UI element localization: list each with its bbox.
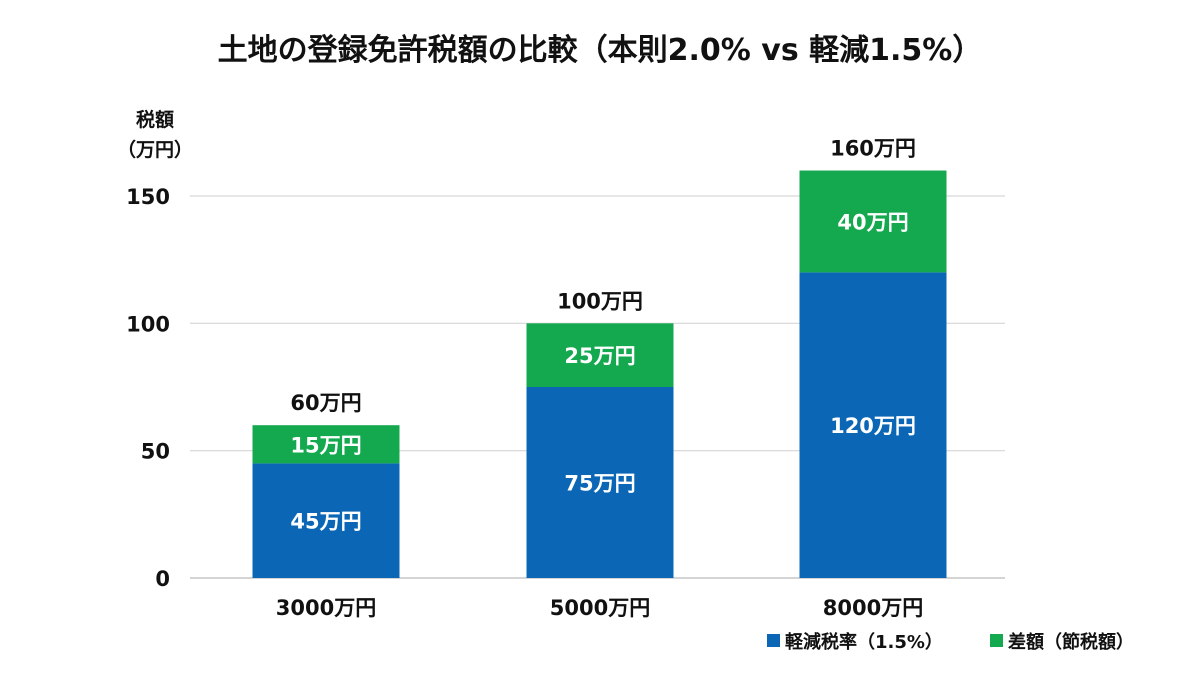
y-axis-label-line1: 税額: [136, 108, 174, 131]
bar-data-label: 15万円: [290, 433, 361, 457]
bar-data-label: 120万円: [830, 414, 916, 438]
x-tick-label: 8000万円: [823, 596, 923, 620]
x-tick-label: 3000万円: [276, 596, 376, 620]
bar-total-label: 160万円: [830, 137, 916, 161]
y-tick-label: 50: [141, 440, 170, 464]
y-tick-label: 100: [126, 312, 170, 336]
legend-swatch: [767, 634, 780, 647]
bar-segment: [526, 387, 674, 578]
legend-swatch: [990, 634, 1003, 647]
y-tick-label: 150: [126, 185, 170, 209]
y-tick-label: 0: [155, 567, 170, 591]
bar-segment: [252, 425, 400, 464]
legend-label: 軽減税率（1.5%）: [785, 631, 943, 653]
x-tick-label: 5000万円: [550, 596, 650, 620]
chart-title: 土地の登録免許税額の比較（本則2.0% vs 軽減1.5%）: [218, 33, 983, 68]
legend-label: 差額（節税額）: [1008, 631, 1134, 653]
y-axis-label-line2: （万円）: [117, 138, 193, 161]
bar-data-label: 40万円: [837, 210, 908, 234]
bars: 45万円 15万円 60万円 3000万円 75万円 25万円 100万円 5000万円 120…: [252, 137, 947, 620]
bar-segment: [526, 323, 674, 387]
bar-segment: [799, 170, 947, 273]
bar-total-label: 100万円: [557, 289, 643, 313]
bar-segment: [799, 272, 947, 578]
bar-data-label: 25万円: [564, 344, 635, 368]
legend: 軽減税率（1.5%） 差額（節税額）: [767, 631, 1134, 653]
bar-total-label: 60万円: [290, 391, 361, 415]
bar-data-label: 75万円: [564, 472, 635, 496]
bar-data-label: 45万円: [290, 510, 361, 534]
bar-segment: [252, 463, 400, 578]
